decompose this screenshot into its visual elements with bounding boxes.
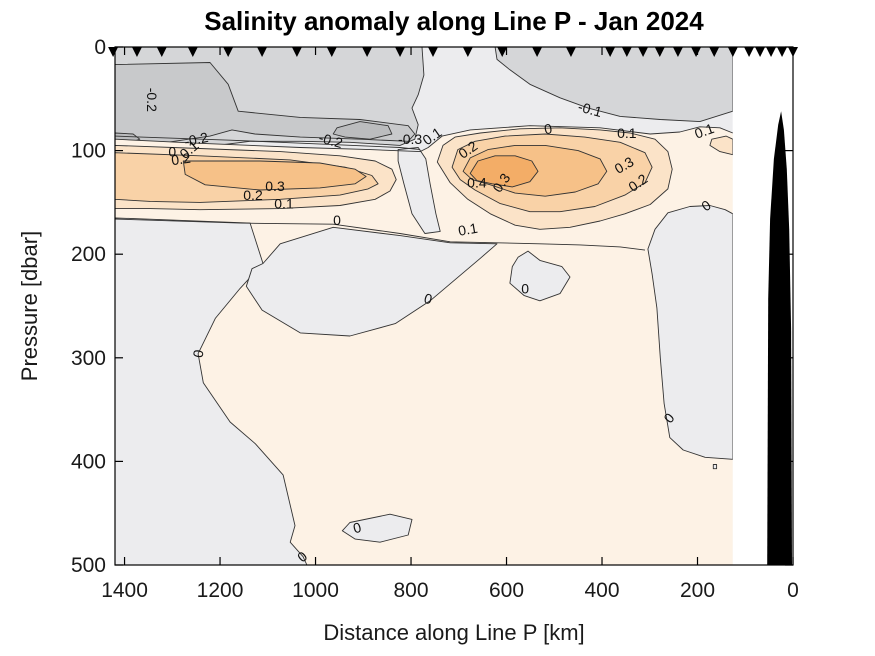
station-triangle-icon [497, 47, 508, 57]
y-tick-label: 400 [71, 450, 106, 473]
x-tick-label: 400 [584, 579, 619, 602]
station-triangle-icon [187, 47, 198, 57]
contour-label: -0.2 [317, 129, 345, 151]
station-triangle-icon [156, 47, 167, 57]
station-triangle-icon [427, 47, 438, 57]
x-tick-label: 800 [394, 579, 429, 602]
plot-box [114, 46, 794, 566]
contour-label: 0 [190, 348, 207, 359]
contour-line-zero-line-mid [114, 218, 646, 251]
region-gray-island-mid [509, 250, 571, 302]
contour-label: -0.1 [576, 98, 604, 120]
contour-label: -0.2 [183, 129, 210, 150]
y-axis-label: Pressure [dbar] [17, 230, 42, 382]
x-tick-label: 0 [787, 579, 799, 602]
contour-label: 0.1 [274, 195, 294, 211]
contour-label: 0.1 [617, 125, 637, 141]
y-tick-label: 100 [71, 140, 106, 163]
contour-regions [114, 46, 793, 566]
contour-label: 0 [543, 120, 554, 137]
contour-label: 0.1 [457, 220, 479, 239]
station-triangle-icon [395, 47, 406, 57]
contour-label: 0.4 [467, 175, 487, 191]
region-orange03-left-tongue [182, 160, 367, 191]
region-gray-strip-right [647, 205, 734, 460]
contour-line-neg01-line-left [114, 135, 421, 151]
region-gray-saddle-finger [397, 147, 441, 234]
region-bathymetry [767, 111, 792, 565]
x-tick-label: 1200 [197, 579, 244, 602]
station-triangle-icon [462, 47, 473, 57]
station-triangle-icon [605, 47, 616, 57]
contour-label: -0.3 [398, 131, 422, 147]
region-orange04-core [469, 155, 539, 188]
region-gray-pocket-mid [245, 226, 498, 337]
station-triangle-icon [532, 47, 543, 57]
station-triangle-icon [727, 47, 738, 57]
x-tick-label: 200 [680, 579, 715, 602]
station-triangle-icon [291, 47, 302, 57]
contour-label: 0 [333, 212, 341, 228]
station-triangle-icon [621, 47, 632, 57]
contour-label: 0 [521, 280, 529, 296]
x-tick-label: 1400 [101, 579, 148, 602]
station-triangle-icon [223, 47, 234, 57]
contour-label: 0 [422, 290, 434, 308]
axes: 1400 1200 1000 800 600 400 200 0 0 100 200 300 400 50… [71, 36, 799, 602]
contour-label: 0.3 [265, 178, 285, 194]
region-tiny-contour-dot [712, 464, 718, 470]
station-triangle-icon [691, 47, 702, 57]
station-triangle-icon [654, 47, 665, 57]
contour-lines [114, 125, 733, 251]
contour-line-zero-line-halocline-top [114, 125, 733, 153]
station-triangle-icon [362, 47, 373, 57]
station-triangle-icon [777, 47, 788, 57]
region-positive-main [115, 125, 733, 565]
contour-label: 0 [351, 519, 363, 537]
station-triangle-icon [638, 47, 649, 57]
plot-title: Salinity anomaly along Line P - Jan 2024 [204, 6, 704, 36]
station-triangle-icon [131, 47, 142, 57]
region-gray-island-bottom [341, 513, 413, 543]
x-tick-label: 600 [489, 579, 524, 602]
region-dark-core-neg03 [332, 121, 393, 140]
contour-label: 0 [168, 144, 176, 160]
station-triangle-icon [709, 47, 720, 57]
contour-label: -0.2 [144, 88, 160, 112]
station-triangle-icon [257, 47, 268, 57]
contour-label: 0.1 [692, 120, 716, 142]
station-triangle-icon [565, 47, 576, 57]
x-axis-label: Distance along Line P [km] [323, 620, 585, 645]
station-triangle-icon [744, 47, 755, 57]
y-tick-label: 0 [94, 36, 106, 59]
station-triangle-icon [755, 47, 766, 57]
x-tick-label: 1000 [292, 579, 339, 602]
station-triangle-icon [672, 47, 683, 57]
station-triangle-icon [766, 47, 777, 57]
y-tick-label: 300 [71, 347, 106, 370]
y-tick-label: 200 [71, 243, 106, 266]
contour-label: 0.2 [170, 150, 192, 169]
y-tick-label: 500 [71, 554, 106, 577]
contour-label: 0.2 [243, 187, 263, 203]
station-triangle-icon [326, 47, 337, 57]
